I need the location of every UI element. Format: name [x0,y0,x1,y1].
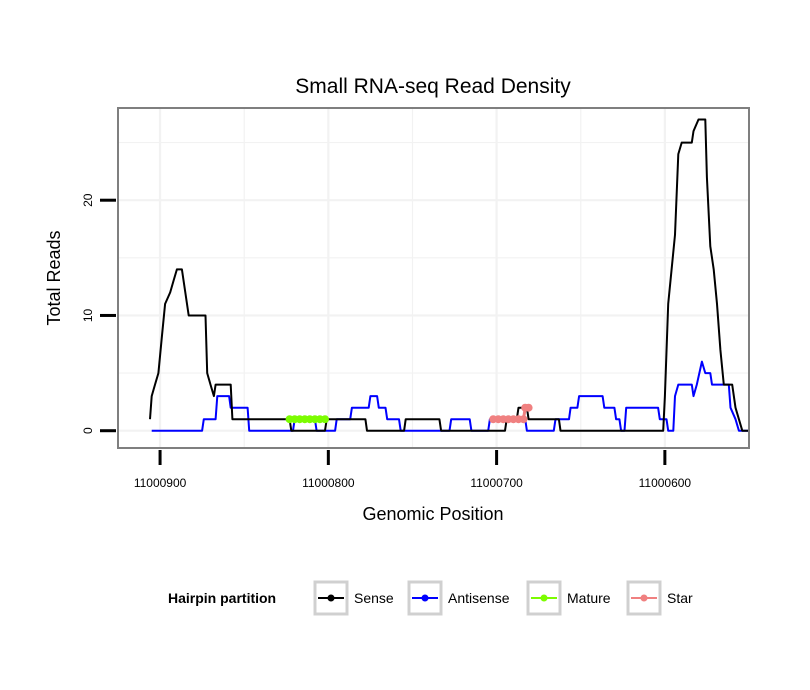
legend-dot-mature [540,594,548,602]
y-tick-label: 20 [81,193,95,207]
legend-dot-star [640,594,648,602]
sense-series-line [149,118,749,432]
mature-point [321,415,329,424]
grid-lines [118,108,750,448]
y-axis: 0 10 20 [81,193,116,434]
plot-panel [118,108,749,448]
chart-title: Small RNA-seq Read Density [295,75,571,98]
series-layer [149,118,749,432]
star-point [524,403,533,412]
y-axis-title: Total Reads [44,230,64,325]
legend-dot-antisense [421,594,429,602]
legend-label-sense: Sense [354,590,394,606]
legend-label-antisense: Antisense [448,590,510,606]
legend-title: Hairpin partition [168,590,276,606]
legend-label-star: Star [667,590,693,606]
y-tick-label: 10 [81,309,95,323]
legend: Hairpin partition Sense Antisense Mature St… [168,580,693,616]
legend-dot-sense [327,594,335,602]
legend-label-mature: Mature [567,590,611,606]
y-tick-label: 0 [81,427,95,434]
star-point [519,415,528,424]
plot-border [117,107,750,449]
x-tick-label: 11000900 [134,476,187,490]
x-tick-label: 11000700 [470,476,523,490]
x-axis-title: Genomic Position [362,504,503,524]
x-axis: 11000900 11000800 11000700 11000600 [134,450,692,490]
legend-items: Sense Antisense Mature Star [313,580,693,616]
x-tick-label: 11000800 [302,476,355,490]
x-tick-label: 11000600 [639,476,692,490]
